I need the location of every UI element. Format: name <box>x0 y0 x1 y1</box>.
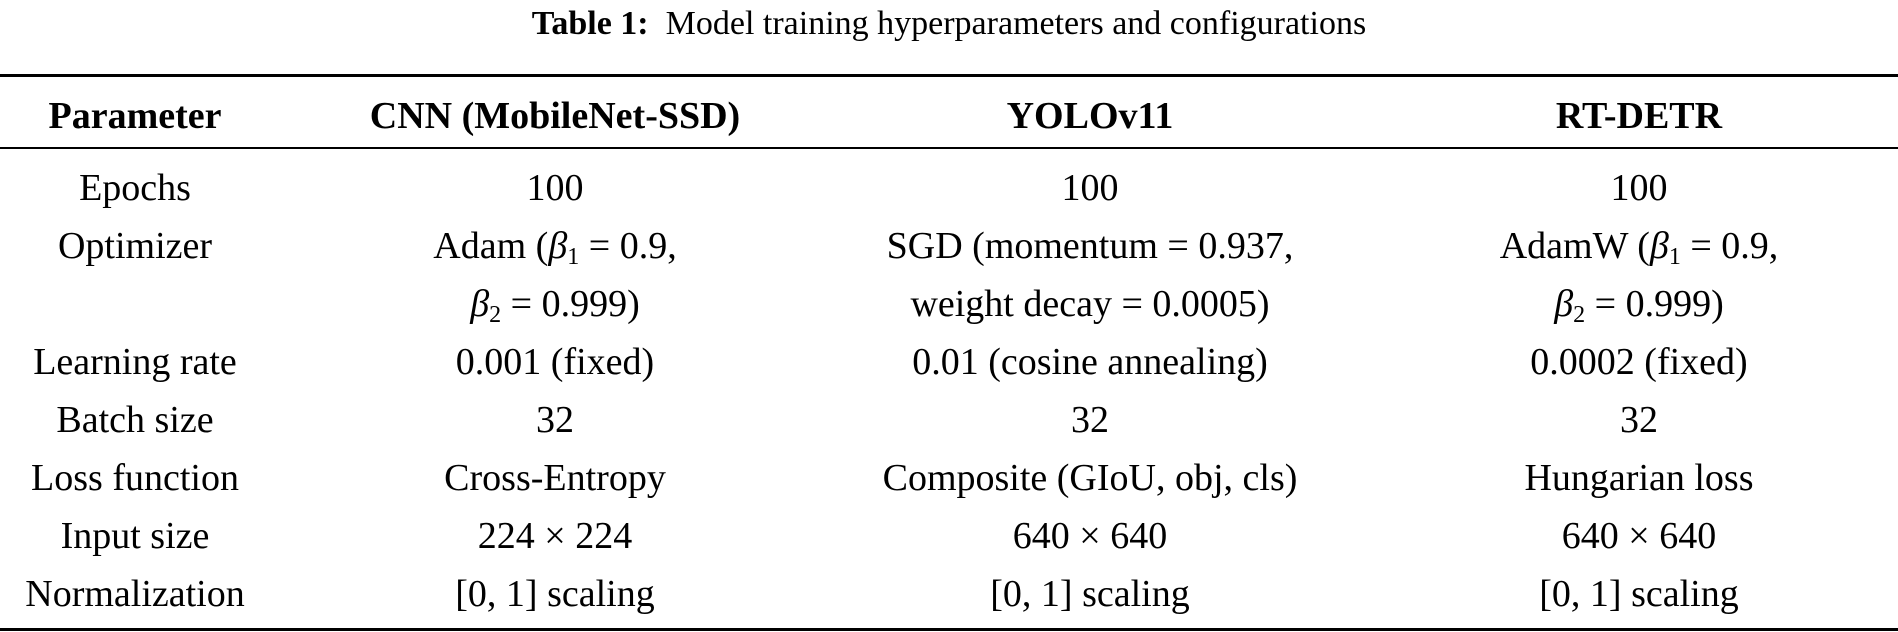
caption-text-spacer <box>657 5 666 42</box>
row-lr-cnn: 0.001 (fixed) <box>455 341 655 383</box>
yolo-optimizer-line2: weight decay = 0.0005) <box>910 283 1270 325</box>
rtdetr-optimizer-line1: AdamW (β1 = 0.9, <box>1380 217 1898 275</box>
caption-text: Model training hyperparameters and confi… <box>665 5 1367 42</box>
rtdetr-opt-post1: = 0.9, <box>1680 225 1779 267</box>
row-batch-param: Batch size <box>56 399 214 441</box>
table-top-rule <box>0 74 1898 77</box>
row-batch-rtdetr: 32 <box>1620 399 1658 441</box>
header-yolo: YOLOv11 <box>1006 95 1174 137</box>
row-epochs-param: Epochs <box>79 167 191 209</box>
row-input-rtdetr: 640 × 640 <box>1561 515 1717 557</box>
row-batch-yolo: 32 <box>1071 399 1109 441</box>
row-loss-yolo: Composite (GIoU, obj, cls) <box>882 457 1298 499</box>
table-bottom-rule <box>0 628 1898 631</box>
row-optimizer-param: Optimizer <box>57 225 213 267</box>
cnn-opt-post2: = 0.999) <box>501 283 640 325</box>
row-epochs-cnn: 100 <box>526 167 584 209</box>
cnn-optimizer-line2: β2 = 0.999) <box>300 275 810 333</box>
row-input-param: Input size <box>60 515 210 557</box>
cnn-beta1-symbol: β <box>548 225 568 267</box>
header-cnn: CNN (MobileNet-SSD) <box>369 95 741 137</box>
header-rtdetr: RT-DETR <box>1555 95 1723 137</box>
row-input-yolo: 640 × 640 <box>1012 515 1168 557</box>
row-optimizer-yolo: SGD (momentum = 0.937, weight decay = 0.… <box>810 217 1370 333</box>
row-epochs-rtdetr: 100 <box>1610 167 1668 209</box>
table-caption: Table 1: Model training hyperparameters … <box>0 2 1898 46</box>
rtdetr-beta2-symbol: β <box>1554 283 1574 325</box>
row-norm-param: Normalization <box>25 573 245 615</box>
header-parameter: Parameter <box>48 95 222 137</box>
cnn-beta1-sub: 1 <box>567 244 580 270</box>
row-batch-cnn: 32 <box>536 399 574 441</box>
rtdetr-optimizer-line2: β2 = 0.999) <box>1380 275 1898 333</box>
row-optimizer-rtdetr: AdamW (β1 = 0.9, β2 = 0.999) <box>1380 217 1898 333</box>
row-loss-cnn: Cross-Entropy <box>444 457 666 499</box>
row-lr-param: Learning rate <box>33 341 237 383</box>
row-optimizer-cnn: Adam (β1 = 0.9, β2 = 0.999) <box>300 217 810 333</box>
yolo-optimizer-line1: SGD (momentum = 0.937, <box>886 225 1294 267</box>
row-lr-rtdetr: 0.0002 (fixed) <box>1530 341 1748 383</box>
row-lr-yolo: 0.01 (cosine annealing) <box>912 341 1268 383</box>
row-loss-rtdetr: Hungarian loss <box>1524 457 1754 499</box>
row-norm-rtdetr: [0, 1] scaling <box>1539 573 1739 615</box>
row-epochs-yolo: 100 <box>1061 167 1119 209</box>
rtdetr-beta1-sub: 1 <box>1668 244 1681 270</box>
rtdetr-beta2-sub: 2 <box>1573 302 1586 328</box>
rtdetr-beta1-symbol: β <box>1649 225 1669 267</box>
cnn-optimizer-line1: Adam (β1 = 0.9, <box>300 217 810 275</box>
rtdetr-opt-post2: = 0.999) <box>1585 283 1724 325</box>
cnn-beta2-symbol: β <box>470 283 490 325</box>
row-input-cnn: 224 × 224 <box>477 515 633 557</box>
cnn-opt-post1: = 0.9, <box>579 225 677 267</box>
cnn-beta2-sub: 2 <box>489 302 502 328</box>
rtdetr-opt-pre: AdamW ( <box>1499 225 1650 267</box>
cnn-opt-pre: Adam ( <box>433 225 549 267</box>
row-norm-yolo: [0, 1] scaling <box>990 573 1190 615</box>
caption-label: Table 1: <box>531 5 649 42</box>
row-norm-cnn: [0, 1] scaling <box>455 573 655 615</box>
row-loss-param: Loss function <box>31 457 239 499</box>
table-header-rule <box>0 147 1898 149</box>
